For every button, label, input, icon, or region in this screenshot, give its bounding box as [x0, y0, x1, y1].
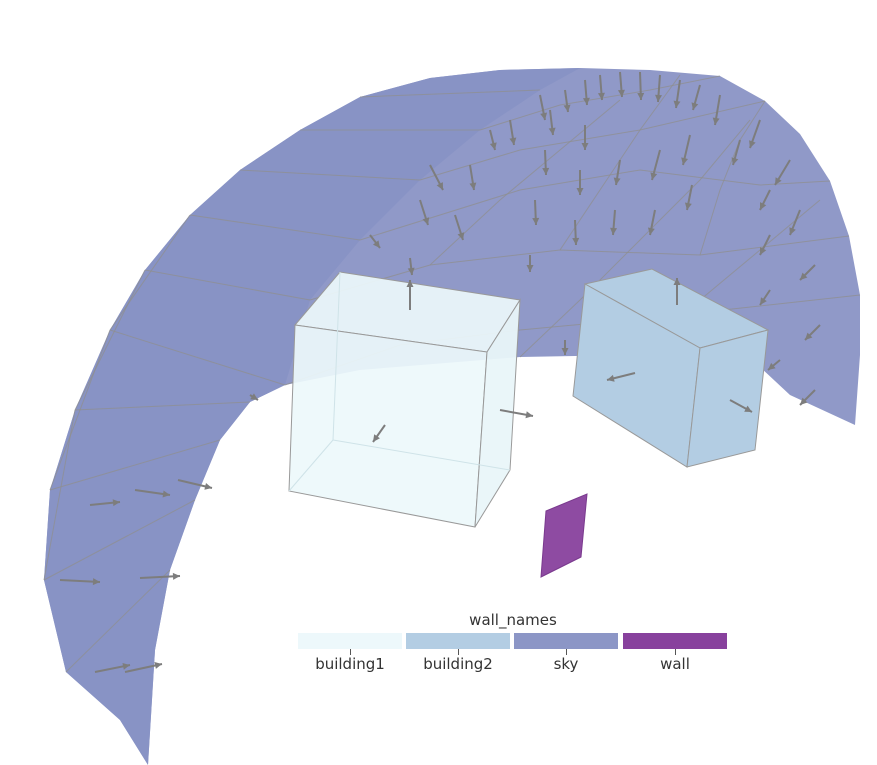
normal-arrow [561, 340, 569, 355]
normal-arrow [406, 280, 414, 310]
sky-mesh-edge [109, 329, 286, 386]
normal-arrow [789, 209, 801, 236]
normal-arrow [489, 129, 497, 151]
normal-arrow [681, 134, 691, 166]
normal-arrow [576, 170, 584, 195]
normal-arrow [606, 372, 636, 382]
normal-arrow [526, 255, 534, 272]
sky-mesh-edge [49, 439, 221, 491]
normal-arrow [139, 572, 181, 580]
normal-arrow [429, 164, 444, 191]
sky-mesh-edge [49, 329, 111, 491]
normal-arrow [249, 393, 259, 401]
normal-arrow [749, 119, 761, 149]
sky-mesh-edge [74, 401, 251, 411]
sky-mesh-edge [479, 75, 721, 131]
sky-mesh-edge [43, 499, 196, 581]
normal-arrow [542, 149, 550, 176]
sky-mesh-edge [43, 409, 76, 581]
normal-arrow [582, 79, 590, 106]
normal-arrow [729, 399, 753, 413]
normal-arrows [59, 71, 821, 673]
sky-mesh-edge [699, 100, 766, 256]
normal-arrow [124, 662, 163, 673]
normal-arrow [767, 359, 781, 371]
sky-mesh-edge [429, 99, 621, 266]
wall-panel [540, 493, 588, 578]
buildings-group [288, 268, 770, 578]
normal-arrow [712, 94, 721, 126]
sky-mesh-edge [74, 269, 146, 411]
normal-arrow [59, 578, 101, 586]
normal-arrow [759, 189, 771, 211]
normal-arrow [650, 149, 661, 181]
normal-arrow [454, 214, 465, 241]
normal-arrow [617, 71, 625, 98]
normal-arrow [799, 389, 816, 406]
sky-mesh-edge [189, 214, 361, 241]
normal-arrow [673, 278, 681, 305]
sky-surface-inner [44, 68, 580, 765]
normal-arrow [572, 219, 580, 246]
normal-arrow [637, 71, 645, 101]
sky-mesh-edge [359, 89, 541, 98]
legend-label-wall: wall [660, 655, 690, 673]
normal-arrow [563, 89, 571, 113]
normal-arrow [94, 662, 131, 673]
building2-box [572, 268, 770, 468]
normal-arrow [731, 139, 741, 166]
normal-arrow [134, 489, 171, 498]
normal-arrow [684, 184, 693, 211]
legend-swatch-building2 [406, 633, 510, 649]
normal-arrow [597, 74, 605, 101]
legend-label-building1: building1 [315, 655, 385, 673]
normal-arrow [407, 257, 415, 276]
legend-label-sky: sky [553, 655, 579, 673]
normal-arrow [539, 94, 548, 121]
normal-arrow [509, 119, 517, 146]
normal-arrow [673, 79, 681, 109]
normal-arrow [655, 74, 663, 103]
legend: wall_names building1 building2 sky wall [298, 609, 728, 673]
normal-arrow [581, 125, 589, 150]
normal-arrow [774, 159, 791, 186]
sky-mesh-edge [239, 169, 421, 181]
normal-arrow [759, 234, 771, 256]
sky-mesh-edge [359, 169, 831, 241]
normal-arrow [177, 479, 213, 490]
normal-arrow [89, 499, 121, 507]
normal-arrow [548, 109, 556, 136]
sky-mesh-edge [65, 569, 171, 673]
legend-swatch-wall [623, 633, 727, 649]
building1-box [288, 271, 521, 528]
normal-arrow [372, 424, 386, 443]
legend-swatch-sky [514, 633, 618, 649]
normal-arrow [691, 84, 701, 111]
normal-arrow [610, 209, 618, 236]
sky-mesh-edge [519, 119, 751, 358]
normal-arrow [469, 164, 477, 191]
normal-arrow [647, 209, 656, 236]
normal-arrow [532, 199, 540, 226]
normal-arrow [419, 199, 430, 226]
normal-arrow [499, 409, 534, 419]
normal-arrow [613, 159, 621, 186]
normal-arrow [369, 234, 381, 249]
legend-swatch-building1 [298, 633, 402, 649]
legend-label-building2: building2 [423, 655, 493, 673]
sky-dome [43, 68, 861, 765]
sky-mesh-edge [144, 269, 311, 301]
normal-arrow [799, 264, 816, 281]
normal-arrow [804, 324, 821, 341]
legend-title: wall_names [469, 611, 557, 629]
sky-mesh-edge [109, 214, 191, 331]
normal-arrow [759, 289, 771, 306]
